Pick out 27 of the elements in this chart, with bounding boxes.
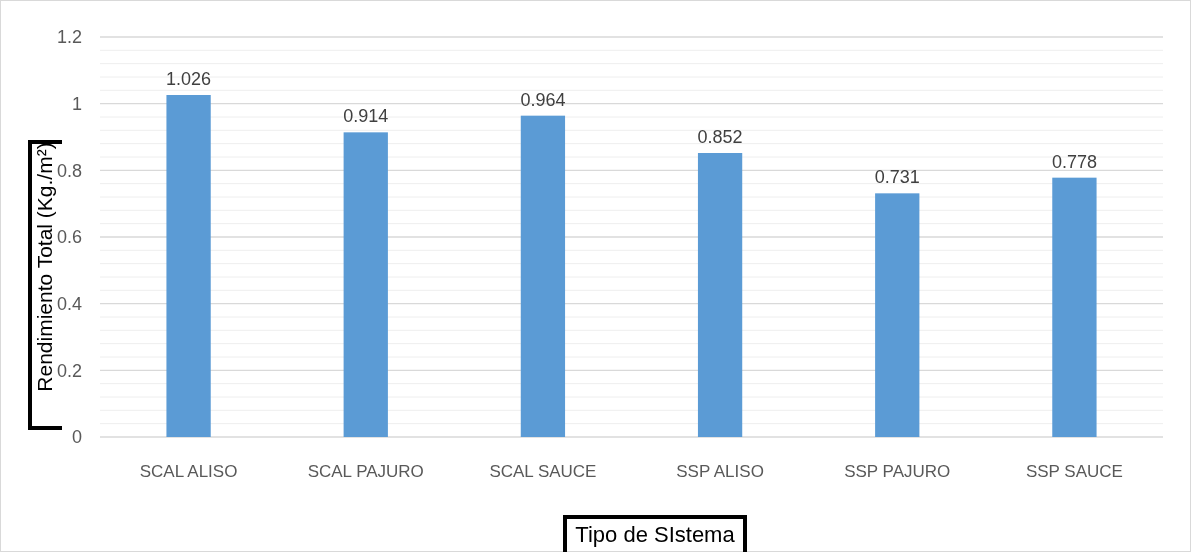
y-tick-label: 1.2 bbox=[56, 27, 82, 48]
data-label: 0.964 bbox=[520, 89, 566, 110]
y-tick-label: 0.8 bbox=[56, 160, 82, 181]
y-tick-label: 0.2 bbox=[56, 360, 82, 381]
data-label: 0.778 bbox=[1051, 151, 1097, 172]
y-tick-label: 0.4 bbox=[56, 293, 82, 314]
bar bbox=[343, 132, 388, 437]
y-tick-label: 1 bbox=[71, 93, 82, 114]
bar bbox=[520, 115, 566, 437]
data-label: 0.914 bbox=[343, 106, 389, 127]
data-label: 0.731 bbox=[874, 167, 920, 188]
x-tick-label: SCAL PAJURO bbox=[307, 462, 424, 481]
x-tick-label: SCAL SAUCE bbox=[489, 462, 597, 481]
x-tick-label: SSP ALISO bbox=[676, 462, 764, 481]
bar bbox=[875, 193, 920, 437]
x-tick-label: SSP SAUCE bbox=[1025, 462, 1123, 481]
bar bbox=[697, 153, 743, 437]
x-tick-label: SCAL ALISO bbox=[139, 462, 238, 481]
data-label: 1.026 bbox=[166, 69, 212, 89]
y-tick-label: 0.6 bbox=[56, 227, 82, 248]
y-tick-label: 0 bbox=[71, 427, 82, 448]
x-axis-title: Tipo de SIstema bbox=[575, 522, 736, 547]
data-label: 0.852 bbox=[697, 127, 743, 147]
y-axis-title: Rendimiento Total (Kg./m²) bbox=[33, 142, 56, 392]
bar bbox=[166, 95, 211, 437]
bar bbox=[1052, 177, 1097, 437]
x-tick-label: SSP PAJURO bbox=[844, 462, 951, 481]
